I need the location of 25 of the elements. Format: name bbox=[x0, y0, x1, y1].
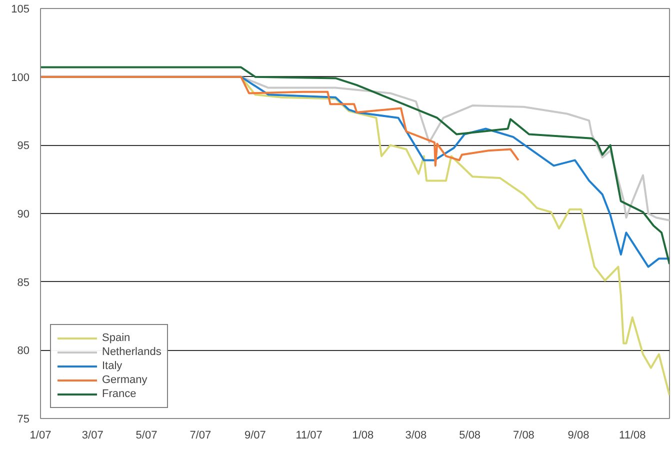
x-tick-label: 11/08 bbox=[619, 430, 646, 442]
x-tick-label: 5/08 bbox=[459, 430, 481, 442]
x-tick-label: 1/08 bbox=[352, 430, 374, 442]
x-tick-label: 1/07 bbox=[30, 430, 52, 442]
x-tick-label: 11/07 bbox=[296, 430, 322, 442]
y-tick-label: 85 bbox=[17, 276, 30, 289]
y-tick-label: 100 bbox=[11, 72, 30, 84]
x-tick-label: 5/07 bbox=[136, 430, 158, 442]
legend-label: France bbox=[102, 387, 136, 401]
y-tick-label: 95 bbox=[17, 140, 30, 152]
line-series bbox=[40, 76, 520, 167]
legend-label: Germany bbox=[102, 373, 148, 387]
x-tick-label: 7/07 bbox=[190, 430, 212, 442]
x-tick-label: 9/07 bbox=[244, 430, 266, 442]
y-tick-label: 90 bbox=[17, 208, 30, 220]
legend-label: Italy bbox=[102, 359, 122, 373]
y-tick-label: 105 bbox=[11, 4, 30, 16]
x-tick-label: 3/07 bbox=[82, 430, 104, 442]
legend-label: Netherlands bbox=[102, 345, 162, 359]
x-tick-label: 3/08 bbox=[405, 430, 427, 442]
x-tick-label: 7/08 bbox=[513, 430, 534, 442]
y-tick-label: 80 bbox=[17, 345, 30, 358]
y-tick-label: 75 bbox=[17, 414, 30, 426]
x-tick-label: 9/08 bbox=[568, 430, 590, 442]
legend-label: Spain bbox=[102, 331, 130, 345]
